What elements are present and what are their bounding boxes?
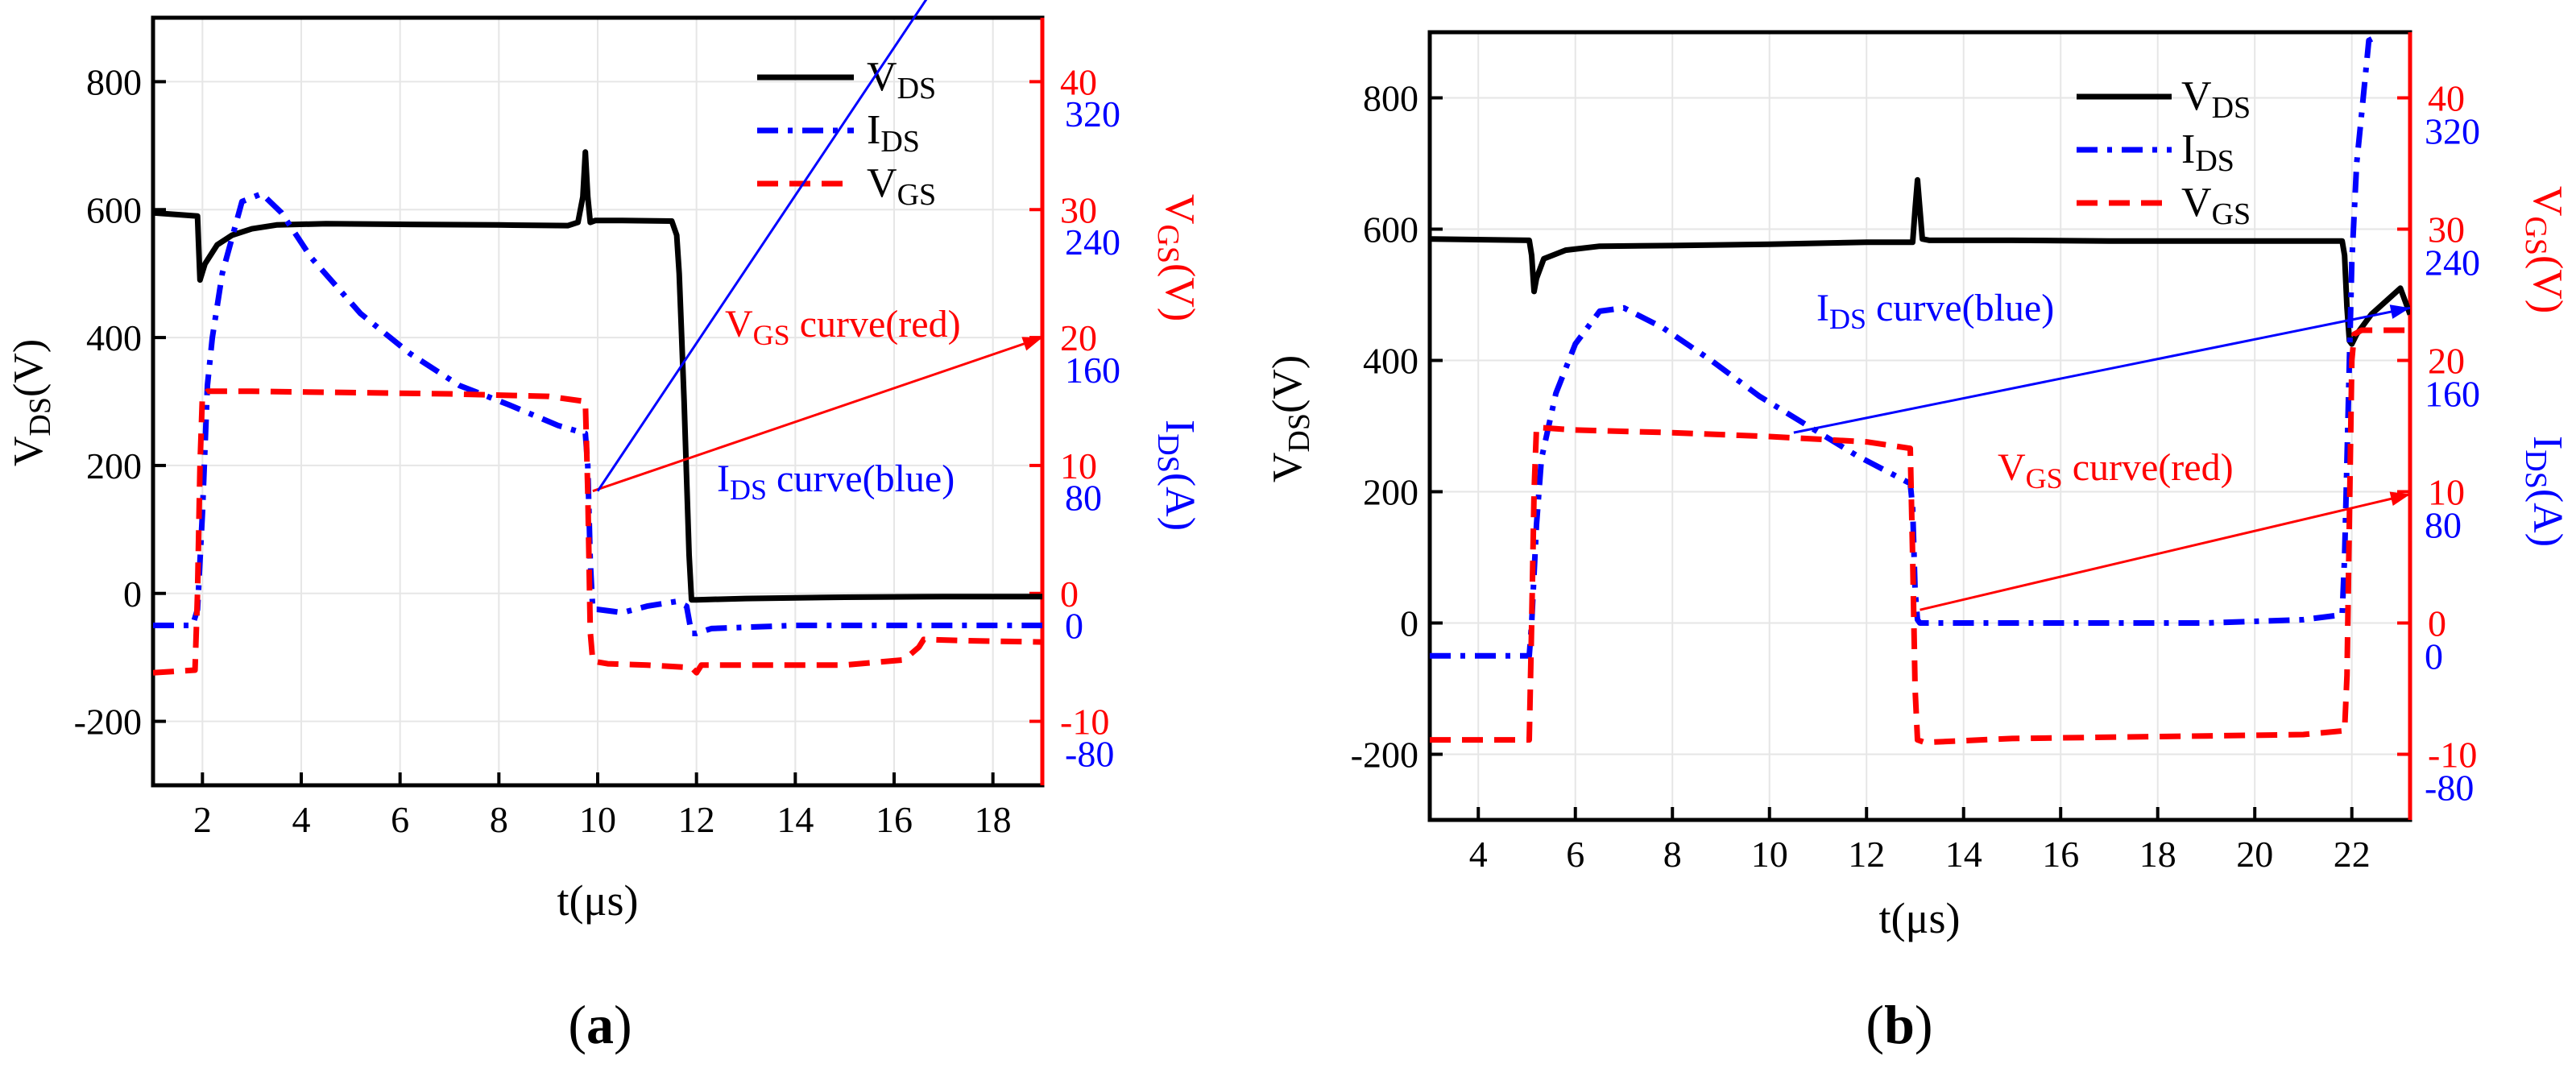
vgs-tick-label: 40 (2428, 78, 2465, 119)
annotation-label-ids: IDS curve(blue) (1816, 287, 2054, 335)
vds-tick-label: -200 (74, 702, 142, 743)
ids-axis-title: IDS(A) (2519, 436, 2570, 547)
series-vds-line (153, 149, 1042, 603)
ids-tick-label: 80 (2425, 504, 2462, 545)
vds-tick-label: 200 (86, 445, 142, 486)
vgs-tick-label: 0 (1060, 573, 1079, 615)
chart-panel-b: 4 6 8 10 12 14 16 18 20 22t(μs)-2000200400600800V… (1265, 30, 2570, 942)
x-tick-label: 8 (490, 799, 508, 840)
vds-tick-label: 400 (1363, 341, 1418, 382)
legend-label-ids: IDS (867, 107, 920, 159)
vgs-tick-label: 10 (1060, 445, 1097, 486)
ids-tick-label: 0 (2425, 635, 2443, 677)
vgs-axis-title: VGS(V) (2519, 186, 2570, 313)
x-axis-title: t(μs) (557, 876, 639, 925)
annotation-arrow-ids (1793, 306, 2411, 434)
vgs-tick-label: 30 (1060, 189, 1097, 230)
legend-label-ids: IDS (2181, 126, 2234, 178)
ids-tick-label: 320 (2425, 110, 2480, 151)
x-tick-label: 12 (1848, 834, 1885, 875)
ids-tick-label: 160 (2425, 373, 2480, 414)
vds-tick-label: -200 (1351, 735, 1418, 776)
vgs-tick-label: -10 (2428, 735, 2477, 776)
x-tick-label: 18 (2139, 834, 2176, 875)
vgs-axis-title: VGS(V) (1151, 194, 1203, 321)
vds-tick-label: 0 (1400, 603, 1418, 644)
ids-tick-label: 320 (1065, 93, 1120, 135)
x-tick-label: 18 (975, 799, 1012, 840)
ids-tick-label: 160 (1065, 350, 1120, 391)
x-tick-label: 20 (2236, 834, 2273, 875)
ids-tick-label: -80 (2425, 767, 2474, 808)
vgs-tick-label: 0 (2428, 603, 2446, 644)
vgs-tick-label: -10 (1060, 702, 1109, 743)
series-vgs-line (153, 388, 1042, 676)
vgs-tick-label: 20 (1060, 317, 1097, 358)
x-tick-label: 4 (292, 799, 311, 840)
series-ids-line (1430, 32, 2380, 659)
x-tick-label: 12 (678, 799, 715, 840)
annotation-arrowhead-vgs (2389, 491, 2410, 507)
x-tick-label: 8 (1663, 834, 1682, 875)
panel-a-caption: (a) (568, 994, 632, 1055)
legend-label-vgs: VGS (867, 160, 936, 212)
x-tick-label: 14 (777, 799, 814, 840)
vds-tick-label: 200 (1363, 472, 1418, 513)
vds-axis-title: VDS(V) (1265, 355, 1316, 482)
x-tick-label: 6 (391, 799, 409, 840)
vds-axis-title: VDS(V) (6, 339, 57, 466)
vgs-tick-label: 10 (2428, 472, 2465, 513)
vds-tick-label: 800 (86, 61, 142, 102)
x-tick-label: 14 (1945, 834, 1982, 875)
annotation-label-ids: IDS curve(blue) (717, 457, 955, 506)
annotation-label-vgs: VGS curve(red) (1998, 446, 2234, 495)
x-tick-label: 10 (1751, 834, 1788, 875)
x-tick-label: 4 (1469, 834, 1488, 875)
ids-tick-label: 240 (1065, 221, 1120, 263)
ids-axis-title: IDS(A) (1151, 420, 1203, 531)
annotation-arrowhead-ids (2389, 304, 2410, 319)
vds-tick-label: 400 (86, 317, 142, 358)
x-tick-label: 6 (1566, 834, 1584, 875)
vds-tick-label: 600 (1363, 209, 1418, 250)
legend-label-vds: VDS (2181, 73, 2251, 125)
ids-tick-label: 240 (2425, 242, 2480, 283)
x-tick-label: 16 (876, 799, 913, 840)
x-axis-title: t(μs) (1879, 894, 1961, 942)
x-tick-label: 10 (579, 799, 616, 840)
ids-tick-label: -80 (1065, 733, 1114, 774)
annotation-arrow-vgs (1920, 493, 2411, 611)
x-tick-label: 22 (2334, 834, 2371, 875)
vgs-tick-label: 40 (1060, 61, 1097, 102)
ids-tick-label: 80 (1065, 478, 1102, 519)
vds-tick-label: 800 (1363, 78, 1418, 119)
annotation-arrow-ids (596, 0, 928, 492)
annotation-label-vgs: VGS curve(red) (725, 303, 961, 351)
vds-tick-label: 0 (123, 573, 142, 615)
series-vds-line (1430, 176, 2410, 347)
vds-tick-label: 600 (86, 189, 142, 230)
chart-panel-a: 2 4 6 8 10 12 14 16 18t(μs)-2000200400600800VDS(… (6, 0, 1203, 925)
vgs-tick-label: 20 (2428, 341, 2465, 382)
ids-tick-label: 0 (1065, 605, 1083, 646)
x-tick-label: 16 (2042, 834, 2079, 875)
annotation-arrowhead-vgs (1021, 337, 1042, 351)
x-tick-label: 2 (193, 799, 212, 840)
legend-label-vgs: VGS (2181, 180, 2251, 231)
series-vgs-line (1430, 327, 2410, 746)
legend-label-vds: VDS (867, 54, 936, 106)
panel-b-caption: (b) (1866, 994, 1932, 1055)
annotation-arrow-vgs (592, 336, 1043, 493)
series-ids-line (153, 190, 1042, 636)
vgs-tick-label: 30 (2428, 209, 2465, 250)
